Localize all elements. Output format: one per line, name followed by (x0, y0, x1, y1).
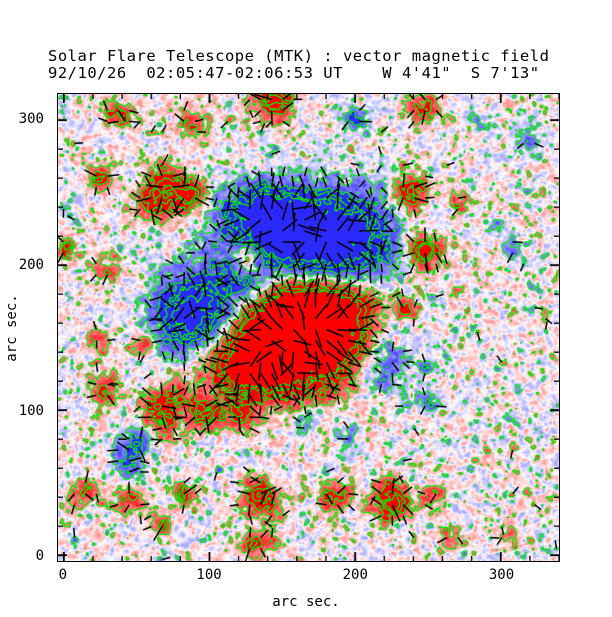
x-axis-title: arc sec. (272, 594, 340, 610)
x-tick-label: 200 (342, 567, 368, 583)
x-tick-label: 100 (196, 567, 222, 583)
y-axis-title: arc sec. (4, 294, 20, 362)
x-tick-label: 300 (488, 567, 515, 583)
y-tick-labels: 0 100 200 300 (0, 0, 52, 617)
y-tick-label: 0 (35, 548, 44, 565)
magnetogram-image (58, 94, 559, 561)
magnetogram-plot-area (57, 93, 560, 562)
y-tick-label: 200 (18, 256, 44, 273)
y-tick-label: 100 (18, 402, 44, 419)
y-tick-label: 300 (18, 111, 44, 128)
figure-title-line2: 92/10/26 02:05:47-02:06:53 UT W 4'41" S … (48, 64, 540, 82)
x-tick-label: 0 (58, 567, 68, 583)
figure-title-line1: Solar Flare Telescope (MTK) : vector mag… (48, 47, 550, 65)
